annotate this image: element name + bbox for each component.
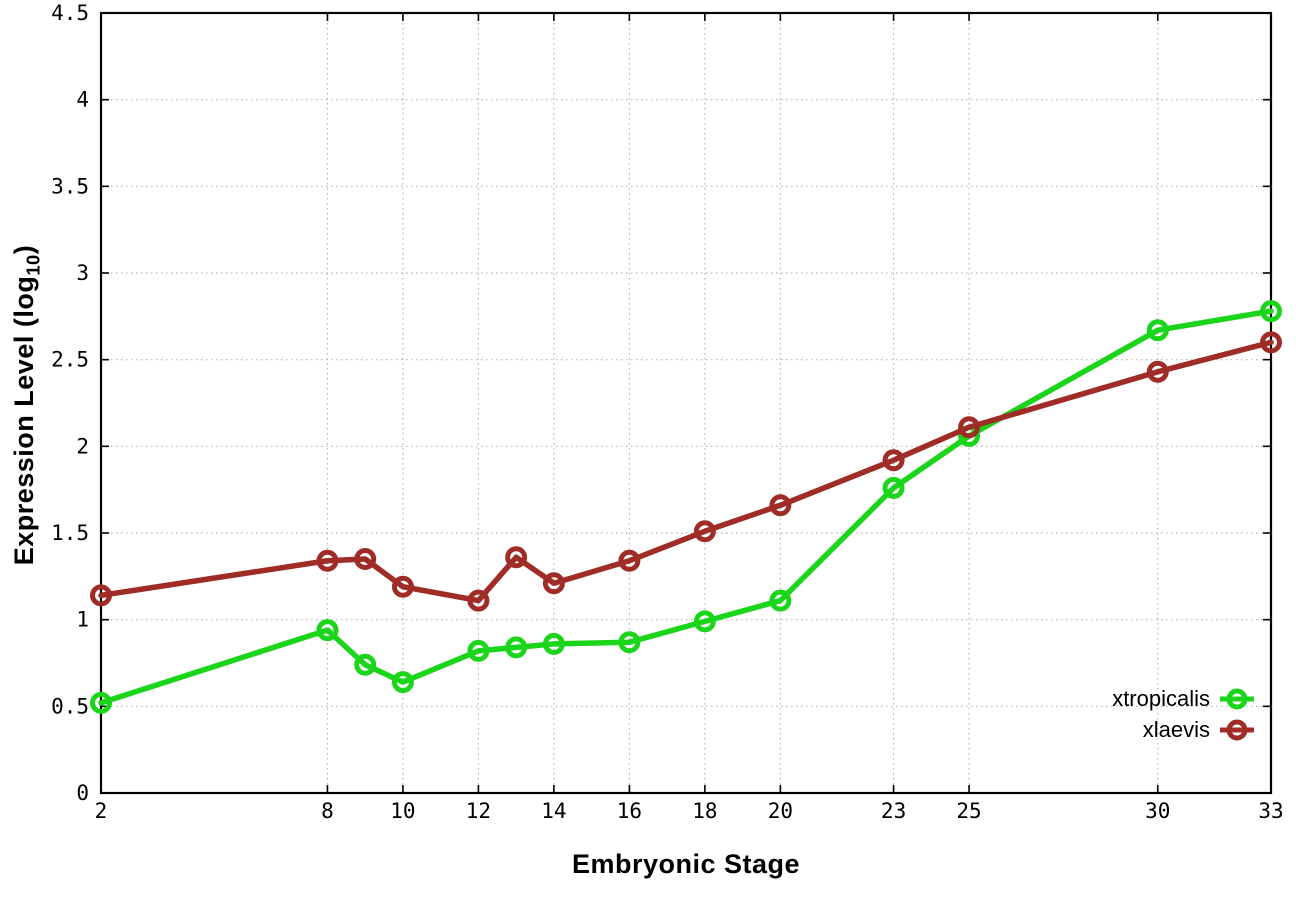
x-tick-label: 16 xyxy=(617,799,642,823)
y-axis-title-text: Expression Level (log xyxy=(9,275,39,566)
data-point-xlaevis-stage-8 xyxy=(316,549,339,572)
data-point-xlaevis-stage-33 xyxy=(1260,331,1282,354)
data-point-xtropicalis-stage-8 xyxy=(316,619,339,642)
data-point-xlaevis-stage-16 xyxy=(618,549,641,572)
data-point-xlaevis-stage-18 xyxy=(693,520,716,543)
y-tick-label: 0 xyxy=(76,781,89,805)
x-tick-label: 2 xyxy=(95,799,108,823)
data-point-xlaevis-stage-14 xyxy=(542,572,565,595)
data-point-xtropicalis-stage-9 xyxy=(354,653,377,676)
tick-marks xyxy=(100,12,1272,794)
y-tick-label: 4.5 xyxy=(51,1,89,25)
data-point-xtropicalis-stage-20 xyxy=(769,589,792,612)
x-tick-label: 8 xyxy=(321,799,334,823)
plot-frame xyxy=(99,11,1273,795)
legend-marker-xtropicalis xyxy=(1220,688,1254,710)
y-tick-label: 1 xyxy=(76,608,89,632)
data-point-xtropicalis-stage-2 xyxy=(90,691,112,714)
data-point-xlaevis-stage-25 xyxy=(958,416,981,439)
legend-marker-xlaevis xyxy=(1220,719,1254,741)
y-tick-label: 3.5 xyxy=(51,174,89,198)
series-xtropicalis xyxy=(90,300,1282,714)
data-point-xlaevis-stage-10 xyxy=(391,575,414,598)
y-axis-title: Expression Level (log10) xyxy=(9,14,45,796)
legend-item-xlaevis: xlaevis xyxy=(1143,715,1254,745)
data-point-xtropicalis-stage-14 xyxy=(542,632,565,655)
y-axis-title-subscript: 10 xyxy=(22,254,44,276)
gridlines xyxy=(101,13,1271,793)
series-line-xlaevis xyxy=(98,339,1274,604)
y-tick-label: 3 xyxy=(76,261,89,285)
y-tick-label: 2 xyxy=(76,434,89,458)
x-axis-title: Embryonic Stage xyxy=(571,849,801,879)
tick-labels: 2 8 10 12 14 16 18 20 23 25 30 33 0 0.5 1 1.5 2 2.5 3 3.5 4 4… xyxy=(51,1,1284,823)
legend-label-xtropicalis: xtropicalis xyxy=(1112,686,1210,711)
x-tick-label: 18 xyxy=(692,799,717,823)
data-point-xtropicalis-stage-30 xyxy=(1146,319,1169,342)
x-tick-label: 10 xyxy=(390,799,415,823)
x-tick-label: 20 xyxy=(768,799,793,823)
x-tick-label: 23 xyxy=(881,799,906,823)
data-point-xtropicalis-stage-12 xyxy=(467,639,490,662)
data-point-xtropicalis-stage-33 xyxy=(1260,300,1282,323)
y-tick-label: 1.5 xyxy=(51,521,89,545)
x-tick-label: 25 xyxy=(956,799,981,823)
legend-label-xlaevis: xlaevis xyxy=(1142,717,1210,742)
y-tick-label: 2.5 xyxy=(51,348,89,372)
y-tick-label: 4 xyxy=(76,88,89,112)
data-point-xtropicalis-stage-10 xyxy=(391,671,414,694)
series-xlaevis xyxy=(90,331,1282,612)
data-point-xlaevis-stage-30 xyxy=(1146,360,1169,383)
legend: xtropicalis xlaevis xyxy=(1112,684,1254,745)
data-point-xlaevis-stage-9 xyxy=(354,548,377,570)
x-tick-label: 14 xyxy=(541,799,566,823)
x-tick-label: 12 xyxy=(466,799,491,823)
y-tick-label: 0.5 xyxy=(51,694,89,718)
series-line-xtropicalis xyxy=(98,308,1274,706)
data-point-xtropicalis-stage-16 xyxy=(618,631,641,654)
data-point-xtropicalis-stage-13 xyxy=(505,636,528,659)
legend-item-xtropicalis: xtropicalis xyxy=(1112,684,1254,714)
x-tick-label: 30 xyxy=(1145,799,1170,823)
data-point-xlaevis-stage-23 xyxy=(882,449,905,472)
x-tick-label: 33 xyxy=(1258,799,1283,823)
data-point-xtropicalis-stage-23 xyxy=(882,476,905,499)
data-point-xlaevis-stage-20 xyxy=(769,494,792,517)
data-point-xlaevis-stage-12 xyxy=(467,589,490,612)
data-point-xlaevis-stage-2 xyxy=(90,584,112,607)
data-point-xtropicalis-stage-18 xyxy=(693,610,716,633)
data-point-xlaevis-stage-13 xyxy=(505,546,528,569)
y-axis-title-close: ) xyxy=(9,244,39,255)
